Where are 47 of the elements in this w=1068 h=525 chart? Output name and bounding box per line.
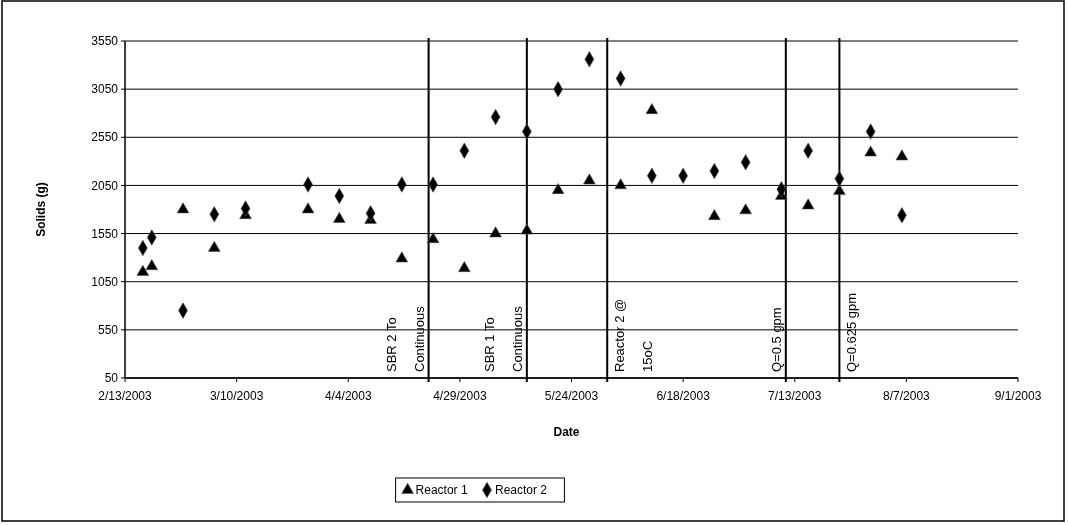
y-tick-label: 2550 (91, 130, 119, 145)
point (801, 198, 815, 210)
point (176, 202, 190, 214)
point (136, 264, 150, 276)
point (489, 226, 502, 238)
x-tick-label: 4/29/2003 (433, 389, 487, 403)
point (520, 223, 534, 235)
point (208, 240, 221, 252)
point (395, 251, 409, 263)
x-tick-label: 6/18/2003 (656, 389, 711, 403)
ref-line-label: SBR 2 To Continuous (383, 305, 427, 372)
ref-line-label: Reactor 2 @ 15oC (612, 298, 656, 372)
x-tick-label: 9/1/2003 (994, 389, 1042, 403)
x-tick-label: 5/24/2003 (544, 389, 599, 403)
point (833, 184, 846, 195)
x-tick-label: 2/13/2003 (98, 389, 153, 403)
point (645, 103, 659, 115)
ref-line-label: SBR 1 To Continuous (481, 305, 525, 372)
point (583, 173, 596, 185)
legend-label: Reactor 2 (495, 483, 548, 497)
point (333, 212, 346, 223)
point (551, 183, 565, 194)
y-tick-label: 550 (97, 323, 119, 338)
y-tick-label: 1550 (91, 226, 119, 241)
y-tick-label: 2050 (91, 178, 119, 193)
point (864, 145, 877, 157)
x-tick-label: 8/7/2003 (883, 389, 931, 403)
y-tick-label: 3050 (91, 82, 119, 97)
x-tick-label: 4/4/2003 (324, 389, 372, 403)
legend-label: Reactor 1 (415, 483, 468, 497)
point (739, 203, 752, 215)
point (708, 209, 721, 220)
y-axis-title: Solids (g) (34, 182, 48, 237)
y-tick-label: 1050 (91, 274, 119, 289)
point (458, 261, 471, 272)
x-tick-label: 3/10/2003 (209, 389, 264, 403)
point (895, 149, 909, 161)
x-axis-title: Date (553, 425, 580, 439)
x-tick-label: 7/13/2003 (768, 389, 822, 403)
point (614, 178, 627, 190)
ref-line-label: Q=0.625 gpm (844, 292, 860, 372)
point (145, 259, 158, 271)
point (301, 202, 315, 214)
y-tick-label: 3550 (91, 34, 119, 49)
point (426, 232, 440, 244)
ref-line-label: Q=0.5 gpm (768, 307, 784, 372)
y-tick-label: 50 (104, 371, 119, 386)
